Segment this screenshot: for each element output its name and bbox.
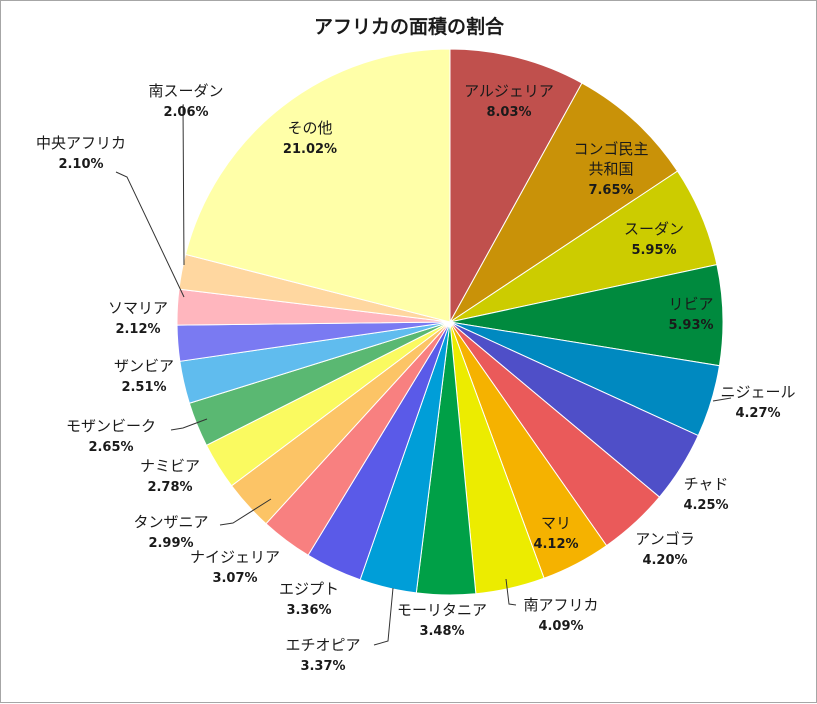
slice-value-label-6: 4.25% [683, 498, 728, 513]
leader-line-19 [115, 171, 185, 298]
slice-value-label-18: 2.12% [115, 322, 160, 337]
leader-line-11 [373, 587, 394, 646]
pie-slice-2 [449, 82, 679, 323]
slice-label-11: エチオピア [285, 636, 360, 654]
leader-line-5 [712, 397, 732, 402]
slice-value-label-21: 21.02% [283, 142, 337, 157]
slice-value-label-13: 3.07% [212, 571, 257, 586]
slice-label-21: その他 [287, 119, 332, 137]
leader-line-14 [219, 498, 272, 526]
leader-line-16 [170, 418, 208, 431]
slice-value-label-3: 5.95% [631, 243, 676, 258]
slice-label-16: モザンビーク [66, 417, 156, 435]
slice-label-15: ナミビア [140, 457, 200, 475]
slice-value-label-8: 4.12% [533, 537, 578, 552]
slice-value-label-19: 2.10% [58, 157, 103, 172]
slice-value-label-2: 7.65% [588, 183, 633, 198]
slice-label-1: アルジェリア [464, 82, 554, 100]
slice-label-17: ザンビア [114, 357, 174, 375]
slice-label-19: 中央アフリカ [36, 134, 126, 152]
slice-value-label-1: 8.03% [486, 105, 531, 120]
slice-value-label-4: 5.93% [668, 318, 713, 333]
leader-line-20 [182, 104, 185, 266]
slice-label-13: ナイジェリア [190, 548, 280, 566]
slice-label-9: 南アフリカ [523, 596, 598, 614]
slice-label-20: 南スーダン [148, 82, 223, 100]
pie-slices [176, 48, 724, 596]
chart-title: アフリカの面積の割合 [314, 15, 505, 38]
slice-label-4: リビア [668, 295, 713, 313]
slice-label-10: モーリタニア [397, 601, 487, 619]
slice-label-18: ソマリア [108, 299, 168, 317]
slice-label-8: マリ [541, 514, 571, 532]
slice-label-2-line-2: 共和国 [588, 160, 633, 178]
slice-value-label-15: 2.78% [147, 480, 192, 495]
slice-value-label-11: 3.37% [300, 659, 345, 674]
pie-slice-1 [449, 48, 583, 323]
slice-label-14: タンザニア [133, 513, 208, 531]
slice-value-label-5: 4.27% [735, 406, 780, 421]
pie-slice-21 [184, 48, 451, 323]
slice-value-label-20: 2.06% [163, 105, 208, 120]
slice-label-12: エジプト [279, 580, 339, 598]
slice-value-label-16: 2.65% [88, 440, 133, 455]
slice-value-label-12: 3.36% [286, 603, 331, 618]
leader-lines [115, 104, 732, 646]
slice-value-label-14: 2.99% [148, 536, 193, 551]
slice-label-7: アンゴラ [635, 530, 694, 548]
slice-value-label-10: 3.48% [419, 624, 464, 639]
slice-label-5: ニジェール [720, 383, 795, 401]
slice-value-label-9: 4.09% [538, 619, 583, 634]
slice-label-2-line-1: コンゴ民主 [573, 140, 648, 158]
slice-label-6: チャド [684, 475, 729, 493]
slice-value-label-7: 4.20% [642, 553, 687, 568]
slice-label-3: スーダン [624, 220, 684, 238]
leader-line-9 [505, 578, 517, 606]
slice-value-label-17: 2.51% [121, 380, 166, 395]
